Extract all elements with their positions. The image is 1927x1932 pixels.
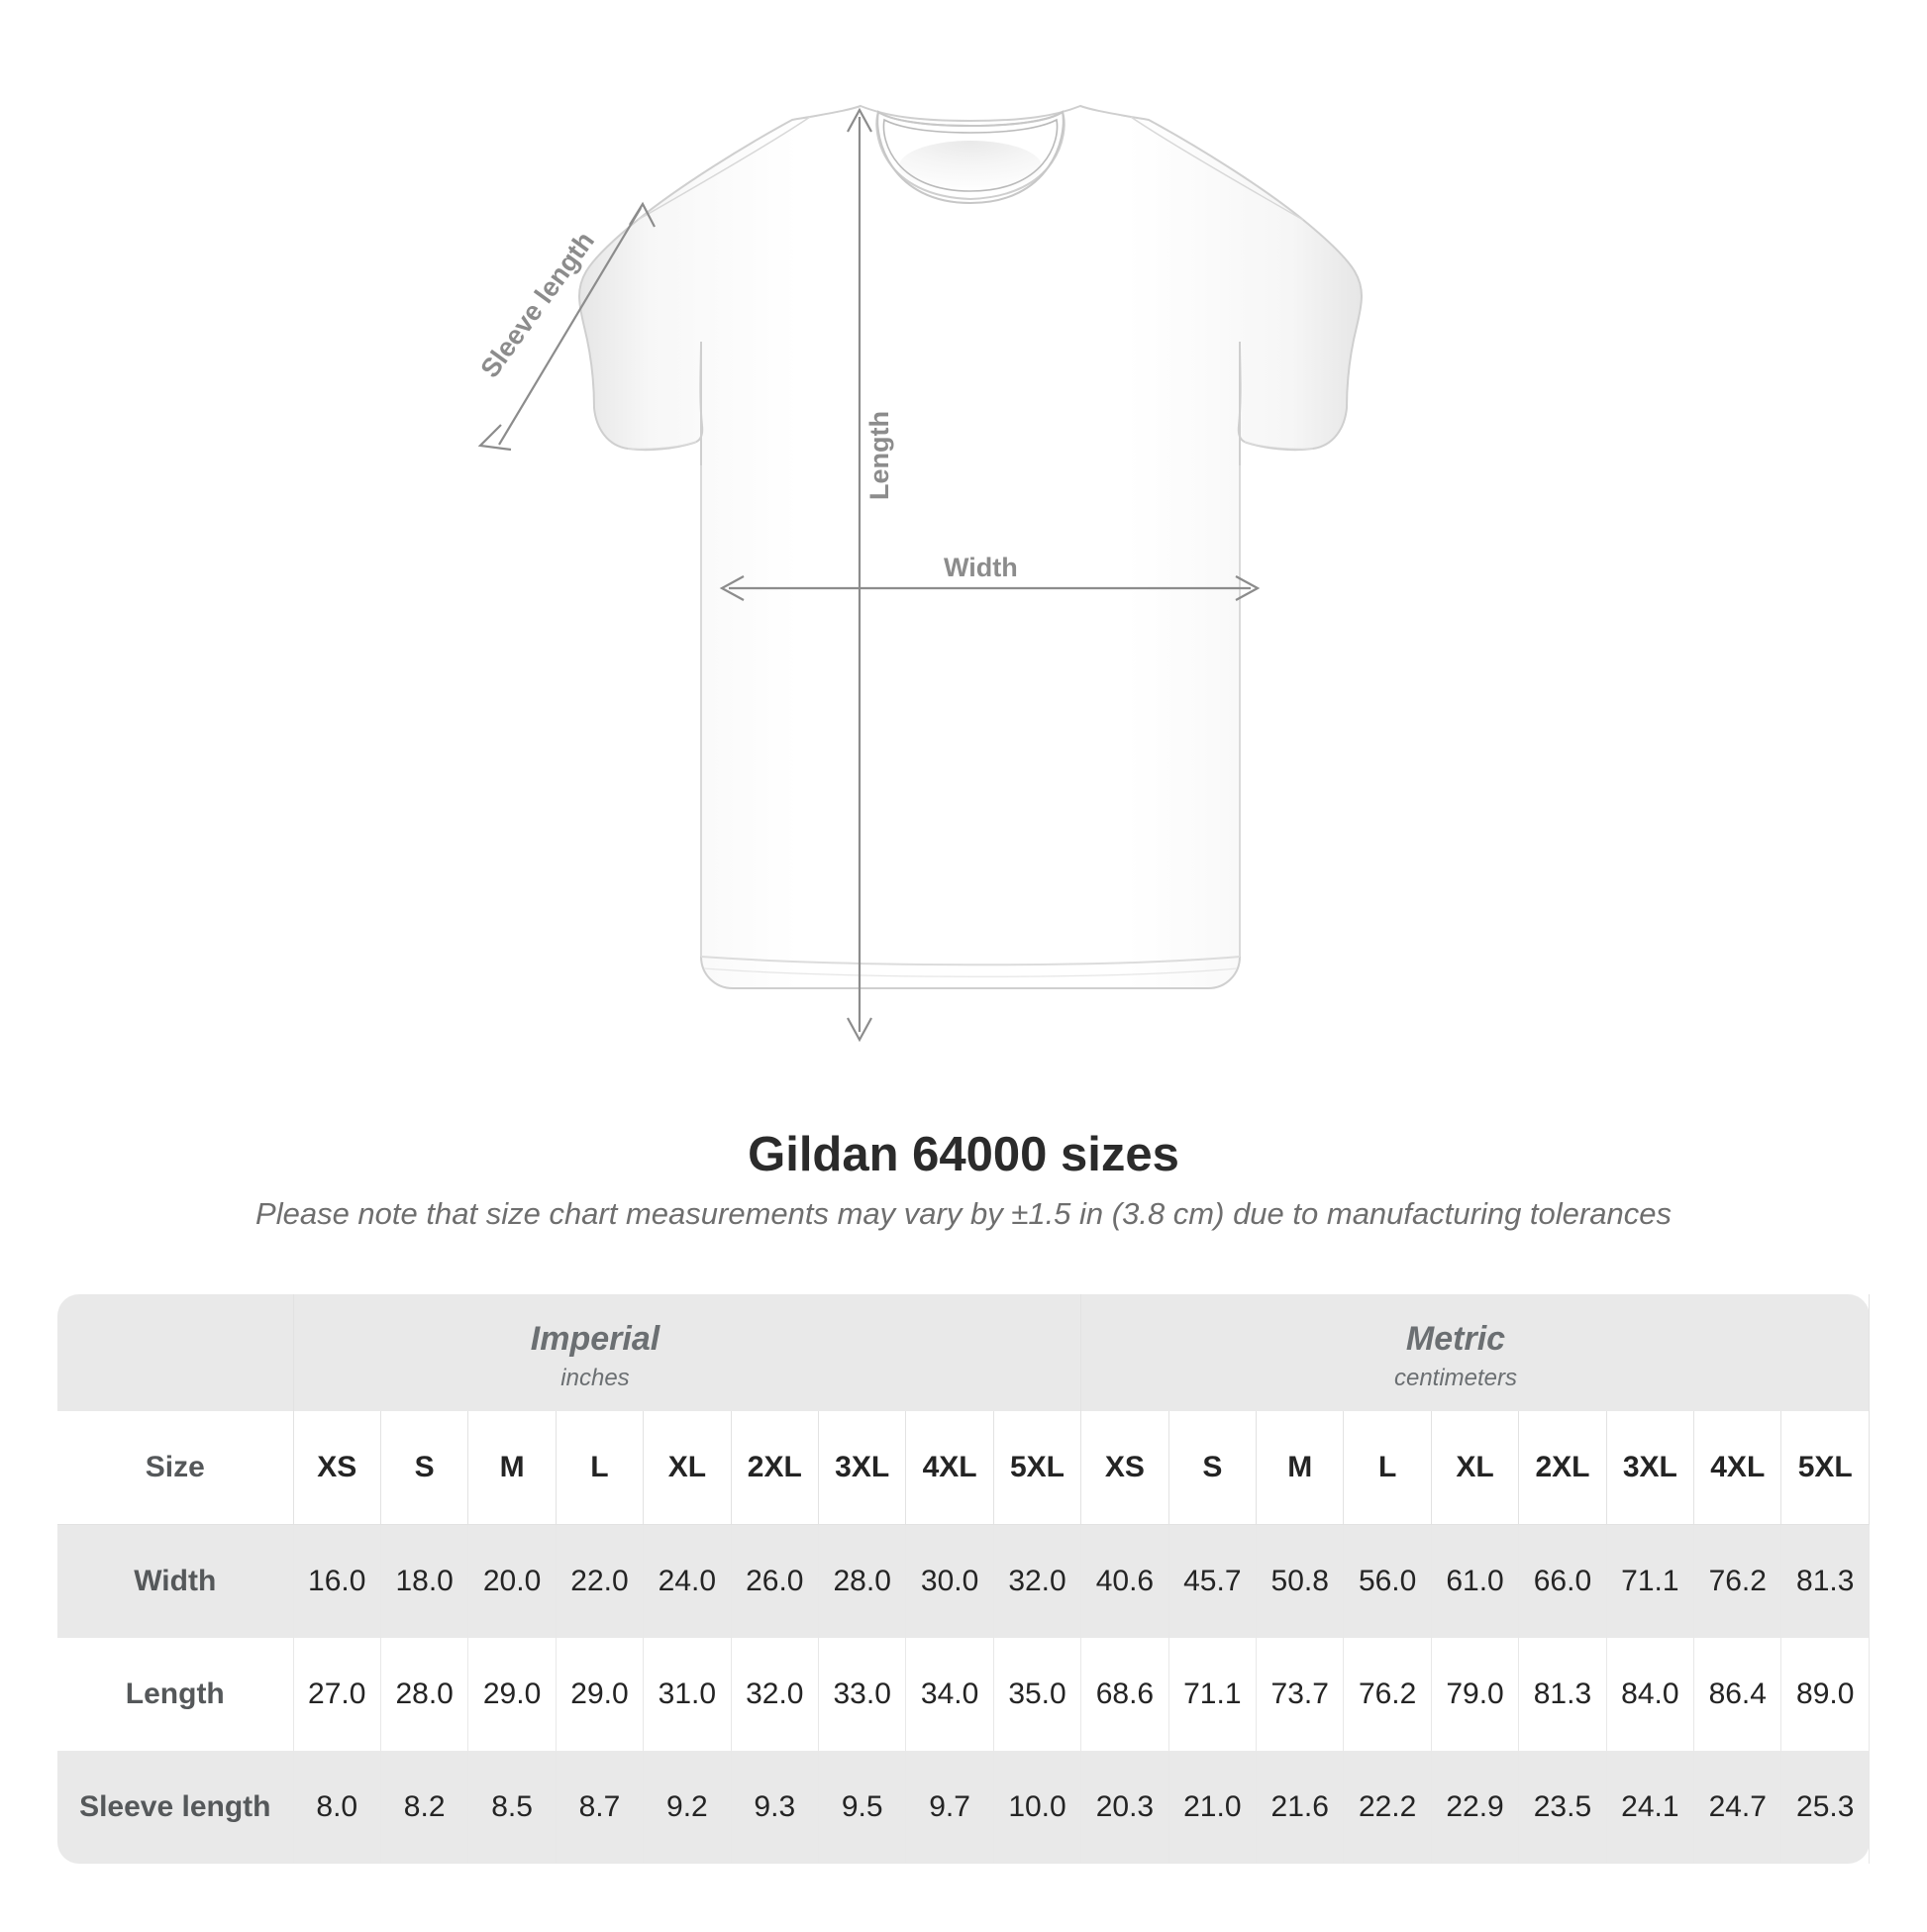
svg-text:Length: Length — [864, 411, 894, 500]
svg-text:Width: Width — [944, 553, 1018, 582]
